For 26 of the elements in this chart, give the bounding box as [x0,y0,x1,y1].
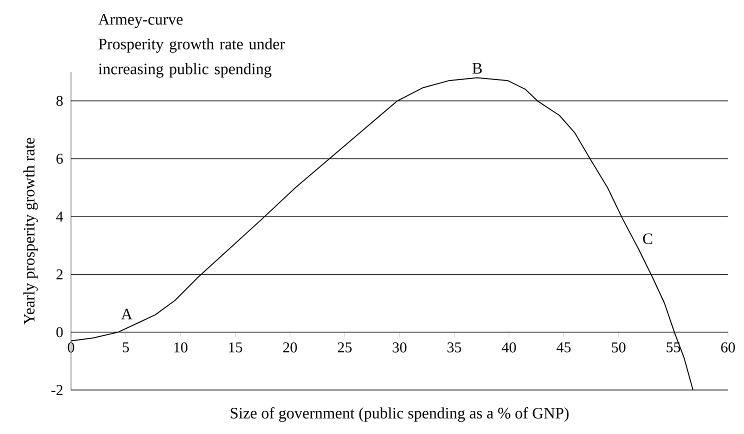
y-tick-label: 4 [56,212,64,222]
x-axis-title: Size of government (public spending as a % of GNP) [230,407,569,422]
annotation: A [121,308,132,320]
x-tick-label: 50 [612,342,626,352]
x-tick-label: 10 [174,342,188,352]
x-tick-label: 40 [502,342,516,352]
x-tick-label: 35 [448,342,462,352]
y-tick-label: 8 [56,96,63,106]
y-tick-label: -2 [51,385,62,395]
x-tick-label: 0 [68,342,74,352]
x-tick-label: 30 [392,342,406,352]
chart-title: Armey-curve [98,14,183,28]
x-tick-label: 45 [556,342,571,352]
y-tick-label: 6 [56,154,63,164]
y-tick-label: 2 [56,269,62,280]
chart-subtitle: Prosperity growth rate under increasing public spending [98,38,285,78]
x-tick-label: 55 [666,342,680,352]
x-tick-label: 5 [122,342,129,352]
x-tick-label: 15 [229,342,242,352]
x-tick-label: 20 [283,342,297,352]
x-tick-label: 25 [338,342,352,352]
annotation: B [472,63,482,74]
y-axis-title: Yearly prosperity growth rate [23,138,38,325]
annotation: C [643,233,652,244]
x-tick-label: 60 [721,342,735,352]
y-tick-label: 0 [56,327,63,338]
